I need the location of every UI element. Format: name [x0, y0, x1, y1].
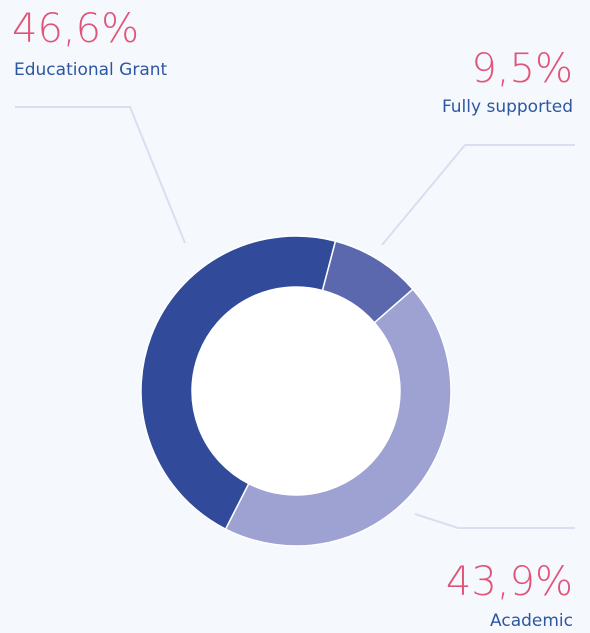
category-label: Educational Grant — [14, 60, 168, 80]
category-label: Academic — [490, 611, 573, 631]
leader-line — [15, 106, 186, 244]
donut-hole — [192, 287, 400, 495]
category-label: Fully supported — [442, 97, 573, 117]
value-label: 46,6% — [12, 6, 139, 52]
leader-line — [414, 513, 575, 529]
value-label: 43,9% — [446, 559, 573, 605]
value-label: 9,5% — [471, 46, 573, 92]
leader-line — [381, 144, 575, 246]
